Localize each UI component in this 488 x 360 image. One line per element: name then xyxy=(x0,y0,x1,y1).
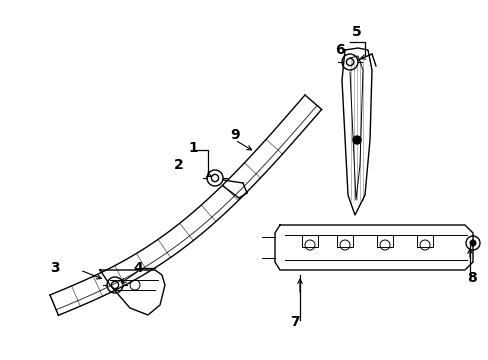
Circle shape xyxy=(469,240,475,246)
Text: 9: 9 xyxy=(230,128,239,142)
Text: 5: 5 xyxy=(351,25,361,39)
Text: 1: 1 xyxy=(188,141,198,155)
Polygon shape xyxy=(100,270,164,315)
Text: 8: 8 xyxy=(466,271,476,285)
Polygon shape xyxy=(274,225,472,270)
Text: 2: 2 xyxy=(174,158,183,172)
Text: 3: 3 xyxy=(50,261,60,275)
Polygon shape xyxy=(50,95,321,315)
Text: 4: 4 xyxy=(133,261,142,275)
Polygon shape xyxy=(341,48,371,215)
Text: 6: 6 xyxy=(334,43,344,57)
Text: 7: 7 xyxy=(289,315,299,329)
Circle shape xyxy=(352,136,360,144)
